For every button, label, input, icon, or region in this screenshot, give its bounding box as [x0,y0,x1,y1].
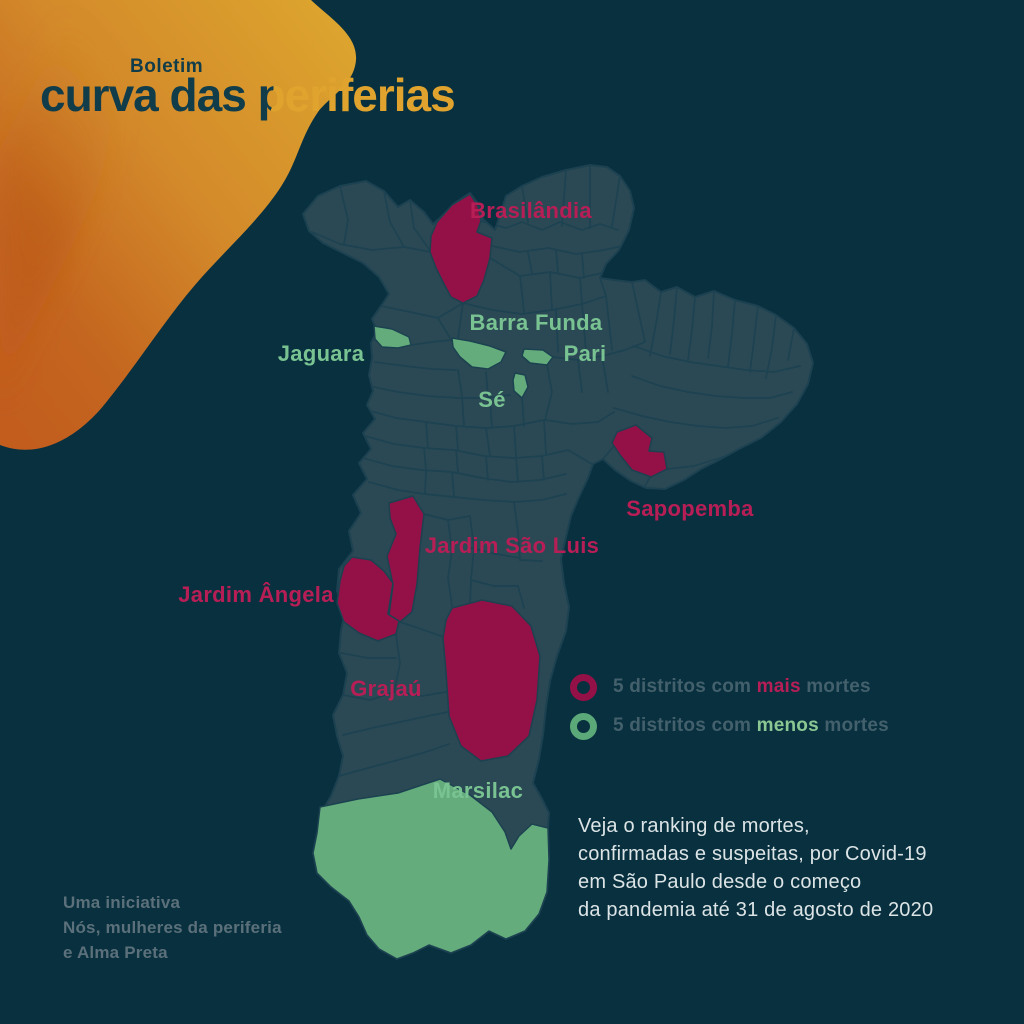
district-shape-pari [521,348,554,366]
district-shape-sapopemba [611,424,668,478]
legend-most-prefix: 5 distritos com [613,676,757,697]
district-shape-jardim-sao-luis [386,495,425,623]
district-shape-se [512,372,529,399]
legend-least-highlight: menos [756,715,819,736]
description-line-3: em São Paulo desde o começo [578,871,862,893]
district-label-jardim-sao-luis: Jardim São Luis [424,533,600,558]
least-deaths-ring-icon [570,712,597,740]
district-shape-barra-funda [451,337,507,370]
district-shape-jaguara [373,325,412,349]
city-silhouette [302,164,814,960]
district-label-sapopemba: Sapopemba [626,496,754,521]
legend-row-least: 5 distritos com menos mortes [570,711,889,741]
description-paragraph: Veja o ranking de mortes, confirmadas e … [578,812,933,924]
district-label-barra-funda: Barra Funda [469,310,603,335]
blob-shade-band [0,0,115,400]
credits-line-3: e Alma Preta [63,943,168,962]
legend-text-least: 5 distritos com menos mortes [613,715,889,737]
district-shape-jardim-angela [336,556,400,642]
legend-most-highlight: mais [756,676,801,697]
legend: 5 distritos com mais mortes 5 distritos … [570,672,889,750]
kicker-boletim: Boletim [130,56,204,77]
credits-block: Uma iniciativa Nós, mulheres da periferi… [63,890,282,965]
district-label-jardim-angela: Jardim Ângela [178,582,334,607]
legend-most-suffix: mortes [800,676,871,697]
most-deaths-ring-icon [570,673,597,701]
district-label-jaguara: Jaguara [277,341,365,366]
credits-line-1: Uma iniciativa [63,893,181,912]
district-label-brasilandia: Brasilândia [470,198,592,223]
page-title: curva das periferias [40,69,456,121]
legend-text-most: 5 distritos com mais mortes [613,676,871,698]
credits-line-2: Nós, mulheres da periferia [63,918,282,937]
district-border-mesh [311,165,801,777]
description-line-1: Veja o ranking de mortes, [578,815,810,837]
legend-row-most: 5 distritos com mais mortes [570,672,889,702]
description-line-4: da pandemia até 31 de agosto de 2020 [578,899,934,921]
district-label-se: Sé [478,387,506,412]
legend-least-suffix: mortes [818,715,889,736]
description-line-2: confirmadas e suspeitas, por Covid-19 [578,843,927,865]
district-shape-grajau [442,599,541,762]
orange-blob-decoration [0,0,357,450]
district-label-marsilac: Marsilac [432,778,524,803]
district-shape-marsilac [312,778,550,960]
legend-least-prefix: 5 distritos com [613,715,757,736]
district-shape-brasilandia [429,193,493,304]
district-label-grajau: Grajaú [350,676,422,701]
district-label-pari: Pari [563,341,607,366]
